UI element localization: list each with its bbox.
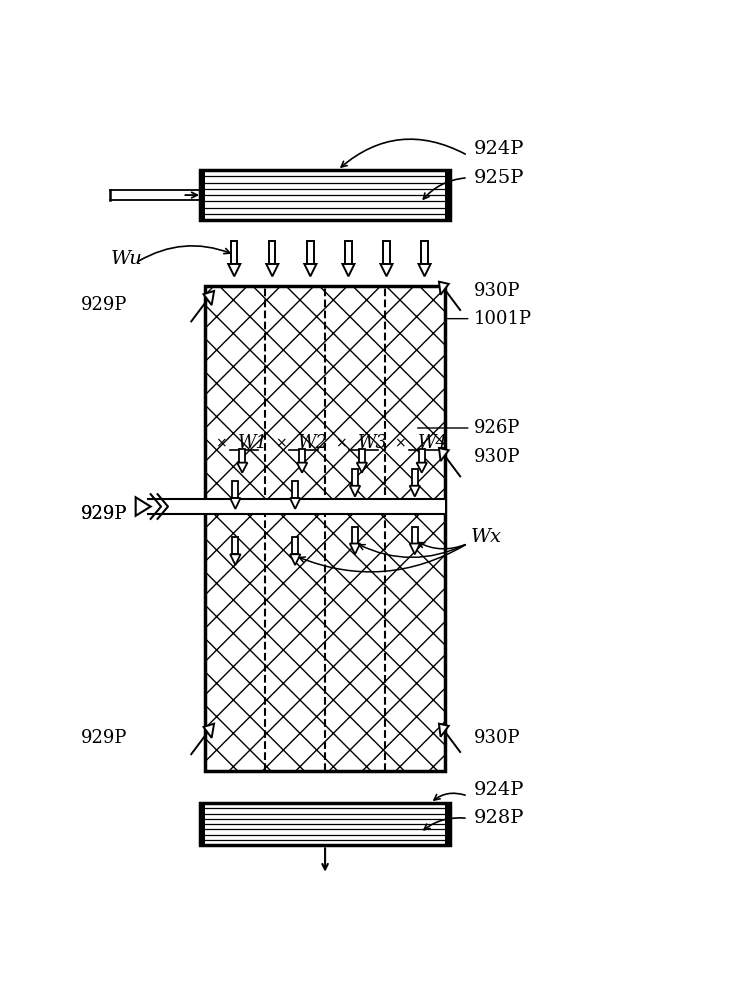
Bar (345, 241, 352, 264)
Text: W3: W3 (358, 434, 388, 452)
Polygon shape (266, 264, 278, 276)
Polygon shape (290, 498, 301, 509)
Text: ×: × (394, 436, 406, 450)
Text: Wx: Wx (471, 528, 501, 546)
Polygon shape (297, 463, 307, 473)
Polygon shape (410, 544, 420, 554)
Polygon shape (410, 486, 420, 497)
Bar (199, 803, 451, 845)
Text: 929P: 929P (81, 505, 128, 523)
Bar (445, 170, 451, 220)
Polygon shape (342, 264, 354, 276)
Text: ×: × (215, 436, 227, 450)
Bar (232, 481, 238, 498)
Bar (292, 481, 298, 498)
Polygon shape (418, 264, 431, 276)
Text: 929P: 929P (81, 729, 128, 747)
Text: 925P: 925P (474, 169, 524, 187)
Bar (199, 170, 205, 220)
Bar (359, 449, 365, 463)
Bar (419, 449, 425, 463)
Text: W4: W4 (417, 434, 448, 452)
Polygon shape (350, 544, 360, 554)
Polygon shape (237, 463, 248, 473)
Text: 924P: 924P (474, 781, 524, 799)
Polygon shape (439, 724, 449, 737)
Bar (307, 241, 313, 264)
Text: ×: × (335, 436, 347, 450)
Text: 930P: 930P (474, 282, 520, 300)
Bar (231, 241, 237, 264)
Polygon shape (417, 463, 427, 473)
FancyArrowPatch shape (419, 543, 465, 549)
FancyArrowPatch shape (359, 545, 465, 557)
Polygon shape (356, 463, 367, 473)
Polygon shape (135, 497, 150, 516)
Bar (352, 469, 358, 486)
Polygon shape (228, 264, 240, 276)
Polygon shape (304, 264, 316, 276)
Polygon shape (230, 554, 240, 565)
Bar (269, 241, 275, 264)
Polygon shape (204, 291, 214, 305)
Text: 929P: 929P (81, 296, 128, 314)
Text: 930P: 930P (474, 448, 520, 466)
Polygon shape (230, 498, 240, 509)
Bar (292, 537, 298, 554)
Bar (205, 286, 445, 771)
Bar (412, 469, 417, 486)
Text: 1001P: 1001P (474, 310, 531, 328)
Bar (412, 527, 417, 544)
Bar (299, 449, 305, 463)
Polygon shape (350, 486, 360, 497)
Text: 930P: 930P (474, 729, 520, 747)
Polygon shape (290, 554, 301, 565)
Polygon shape (380, 264, 393, 276)
Bar (240, 449, 246, 463)
Bar (445, 803, 451, 845)
Bar (199, 170, 451, 220)
FancyArrowPatch shape (299, 545, 466, 572)
Text: Wu: Wu (110, 250, 142, 268)
Text: 929P: 929P (81, 505, 128, 523)
Polygon shape (439, 282, 449, 295)
Bar (421, 241, 428, 264)
Text: W2: W2 (298, 434, 328, 452)
Text: 928P: 928P (474, 809, 524, 827)
Polygon shape (204, 724, 214, 738)
Bar (232, 537, 238, 554)
Polygon shape (439, 448, 449, 461)
Bar (199, 803, 205, 845)
Bar (148, 499, 445, 514)
Bar (352, 527, 358, 544)
Bar (383, 241, 390, 264)
Text: 926P: 926P (474, 419, 520, 437)
Text: ×: × (275, 436, 286, 450)
Text: 924P: 924P (474, 140, 524, 158)
Text: W1: W1 (238, 434, 269, 452)
